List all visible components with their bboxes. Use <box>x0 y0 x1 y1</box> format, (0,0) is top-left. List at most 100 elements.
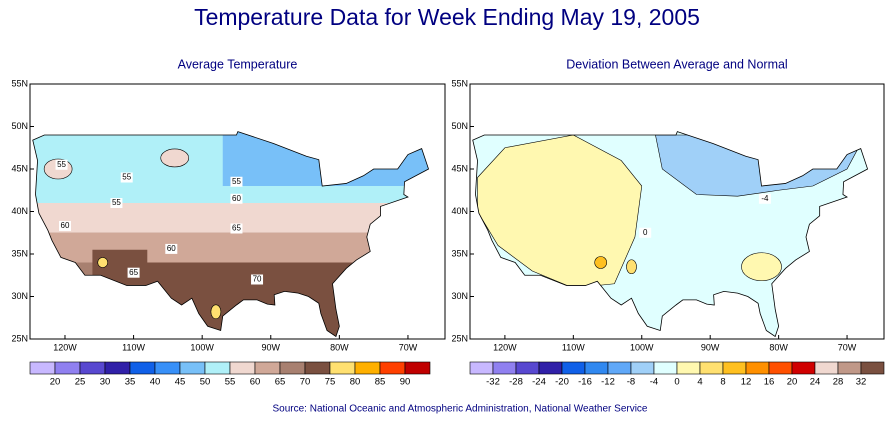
legend-label: -16 <box>578 377 592 388</box>
lon-label: 120W <box>493 342 517 352</box>
legend-swatch <box>29 361 56 375</box>
region <box>626 259 637 275</box>
lat-label: 50N <box>11 121 28 131</box>
legend-swatch <box>515 361 540 375</box>
contour-label-bg <box>230 223 243 234</box>
legend-swatch <box>229 361 256 375</box>
legend-swatch <box>768 361 793 375</box>
legend-label: 90 <box>400 377 411 388</box>
legend-label: -12 <box>601 377 615 388</box>
legend-swatch <box>584 361 609 375</box>
legend-label: 75 <box>325 377 336 388</box>
contour-label: 0 <box>643 228 648 237</box>
lat-label: 45N <box>11 163 28 173</box>
lat-label: 25N <box>451 333 468 343</box>
lat-label: 35N <box>11 248 28 258</box>
legend-swatch <box>279 361 306 375</box>
lat-label: 35N <box>451 248 468 258</box>
legend-swatch <box>630 361 655 375</box>
legend-label: 0 <box>674 377 679 388</box>
lon-label: 80W <box>330 342 349 352</box>
contour-label: 55 <box>57 160 66 169</box>
legend-swatch <box>791 361 816 375</box>
contour-label: 65 <box>129 268 138 277</box>
region <box>222 131 429 186</box>
legend-label: 32 <box>856 377 867 388</box>
lon-label: 110W <box>122 342 145 352</box>
legend-label: -32 <box>486 377 500 388</box>
contour-label: 55 <box>112 198 121 207</box>
region <box>477 134 643 289</box>
region <box>133 262 360 337</box>
contour-label-bg <box>639 227 652 238</box>
legend-label: -28 <box>509 377 523 388</box>
legend-label: 50 <box>200 377 211 388</box>
legend-swatch <box>179 361 206 375</box>
legend-label: 8 <box>720 377 725 388</box>
lon-label: 90W <box>262 342 281 352</box>
legend-swatch <box>379 361 406 375</box>
legend-label: 80 <box>350 377 361 388</box>
lat-label: 55N <box>11 78 28 88</box>
map-title: Deviation Between Average and Normal <box>566 57 787 71</box>
legend-swatch <box>653 361 678 375</box>
contour-label-bg <box>120 172 133 183</box>
map-fill <box>32 131 429 337</box>
lon-label: 90W <box>701 342 720 352</box>
legend-swatch <box>699 361 724 375</box>
legend-label: 28 <box>833 377 844 388</box>
contour-label-bg <box>251 274 264 285</box>
contour-label-bg <box>230 176 243 187</box>
region <box>594 256 608 269</box>
lon-label: 70W <box>399 342 418 352</box>
contour-label-bg <box>165 243 178 254</box>
legend-swatch <box>254 361 281 375</box>
lat-label: 30N <box>11 291 28 301</box>
legend-swatch <box>154 361 181 375</box>
lat-label: 50N <box>451 121 468 131</box>
region <box>97 257 109 268</box>
us-outline <box>32 131 430 338</box>
legend-swatch <box>54 361 81 375</box>
legend-swatch <box>837 361 862 375</box>
region <box>210 304 222 320</box>
legend-label: 85 <box>375 377 386 388</box>
lat-label: 45N <box>451 163 468 173</box>
legend-label: 35 <box>125 377 136 388</box>
contour-label: 70 <box>253 275 262 284</box>
legend-swatch <box>204 361 231 375</box>
contour-label: 60 <box>232 194 241 203</box>
legend-label: -8 <box>627 377 635 388</box>
legend-label: 65 <box>275 377 286 388</box>
legend-label: 60 <box>250 377 261 388</box>
legend-swatch <box>469 361 494 375</box>
contour-label: -4 <box>761 194 769 203</box>
legend-label: 4 <box>697 377 702 388</box>
contour-label-bg <box>58 220 71 231</box>
legend-swatch <box>404 361 431 375</box>
region <box>741 252 782 282</box>
lon-label: 100W <box>630 342 654 352</box>
us-outline <box>472 131 869 338</box>
region <box>32 232 429 263</box>
legend-swatch <box>538 361 563 375</box>
lat-label: 40N <box>451 206 468 216</box>
legend-swatch <box>492 361 517 375</box>
legend-label: 45 <box>175 377 186 388</box>
legend-swatch <box>354 361 381 375</box>
contour-label-bg <box>127 267 140 278</box>
legend-swatch <box>814 361 839 375</box>
lat-label: 25N <box>11 333 28 343</box>
contour-label-bg <box>230 193 243 204</box>
contour-label-bg <box>110 198 123 208</box>
lat-label: 40N <box>11 206 28 216</box>
legend-label: 55 <box>225 377 236 388</box>
legend-swatch <box>860 361 885 375</box>
region <box>160 148 190 168</box>
legend-swatch <box>79 361 106 375</box>
legend-label: 12 <box>741 377 752 388</box>
legend-swatch <box>676 361 701 375</box>
legend-label: 25 <box>75 377 86 388</box>
contour-label-bg <box>55 159 68 170</box>
